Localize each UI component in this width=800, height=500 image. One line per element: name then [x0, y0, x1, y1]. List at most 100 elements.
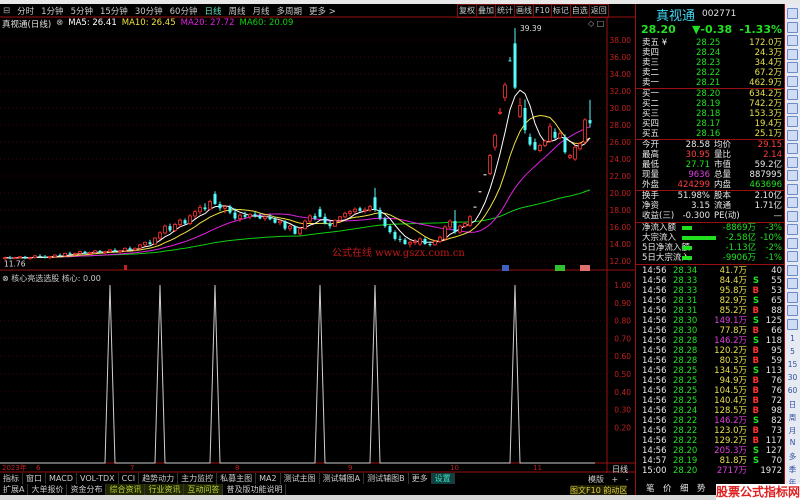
- indicator-settings-icon[interactable]: ⊗: [2, 274, 9, 283]
- toolbar-icon[interactable]: [787, 102, 798, 114]
- info-tab[interactable]: 互动问答: [184, 484, 224, 495]
- period-tab[interactable]: 5分钟: [70, 7, 93, 17]
- period-tab[interactable]: 1分钟: [41, 7, 64, 17]
- info-tab[interactable]: 资金分布: [67, 484, 107, 495]
- sidebar-period[interactable]: 15: [787, 360, 798, 369]
- toolbar-icon[interactable]: [787, 62, 798, 73]
- zoom-in-button[interactable]: +: [611, 475, 619, 484]
- toolbar-icon[interactable]: [787, 89, 798, 100]
- toolbar-icon[interactable]: [787, 264, 798, 276]
- date-tick: 8: [235, 464, 239, 472]
- toolbar-icon[interactable]: [787, 156, 798, 168]
- level-price: 28.19: [696, 99, 721, 109]
- toolbar-icon[interactable]: [787, 170, 798, 181]
- indicator-tab[interactable]: VOL-TDX: [77, 473, 119, 484]
- candle: [343, 212, 347, 218]
- sidebar-period[interactable]: 季: [788, 465, 797, 474]
- trade-count: 127: [765, 446, 782, 456]
- toolbar-icon[interactable]: [787, 143, 798, 154]
- toolbar-icon[interactable]: [787, 278, 798, 289]
- menu-icon[interactable]: ⊟: [3, 6, 11, 16]
- toolbar-icon[interactable]: [787, 210, 798, 222]
- candle: [153, 237, 157, 245]
- indicator-tab[interactable]: 设置: [431, 473, 455, 484]
- detail-tab[interactable]: 价: [663, 484, 672, 494]
- toolbar-icon[interactable]: [787, 318, 798, 330]
- sidebar-period[interactable]: 多: [788, 452, 797, 461]
- trade-time: 14:56: [642, 406, 667, 416]
- indicator-tab[interactable]: MA2: [256, 473, 281, 484]
- sell-flag: S: [752, 296, 759, 306]
- kline-chart[interactable]: 38.00 36.00 34.00 32.00 30.00 28.00 26.00 24.00…: [0, 0, 635, 473]
- sidebar-period[interactable]: 年: [788, 478, 797, 487]
- candle: [83, 251, 87, 254]
- indicator-tab[interactable]: 测试主图: [281, 473, 320, 484]
- restore-icon[interactable]: ◇: [588, 19, 595, 28]
- sidebar-period[interactable]: 周: [788, 413, 797, 422]
- template-button[interactable]: 模版 + -: [588, 474, 629, 485]
- detail-tab[interactable]: 细: [680, 484, 689, 494]
- detail-tab[interactable]: 笔: [646, 484, 655, 494]
- toolbar-icon[interactable]: [787, 48, 798, 60]
- candle: [168, 226, 172, 231]
- indicator-tab[interactable]: 窗口: [23, 473, 46, 484]
- maximize-icon[interactable]: □: [596, 19, 605, 28]
- period-tab[interactable]: 更多 >: [309, 7, 336, 17]
- toolbar-icon[interactable]: [787, 21, 798, 33]
- candle: [38, 255, 42, 257]
- info-tab[interactable]: 普及版功能说明: [223, 484, 287, 495]
- buy-flag: B: [752, 386, 759, 396]
- toolbar-icon[interactable]: [787, 116, 798, 127]
- toolbar-icon[interactable]: [787, 129, 798, 141]
- toolbar-icon[interactable]: [787, 35, 798, 46]
- indicator-tab[interactable]: 指标: [0, 473, 23, 484]
- toolbar-icon[interactable]: [787, 291, 798, 303]
- toolbar-icon[interactable]: [787, 197, 798, 208]
- price-tick: 20.00: [610, 189, 632, 198]
- period-tab[interactable]: 多周期: [276, 7, 303, 17]
- sidebar-period[interactable]: 5: [790, 347, 795, 356]
- period-tab[interactable]: 周线: [228, 7, 246, 17]
- sidebar-period[interactable]: N: [789, 438, 796, 447]
- trade-price: 28.20: [673, 446, 698, 456]
- toolbar-icon[interactable]: [787, 75, 798, 87]
- toolbar-icon[interactable]: [787, 224, 798, 235]
- period-tab[interactable]: 月线: [252, 7, 270, 17]
- period-tab[interactable]: 30分钟: [134, 7, 163, 17]
- indicator-tab[interactable]: CCI: [119, 473, 140, 484]
- info-tab[interactable]: 大单报价: [28, 484, 68, 495]
- indicator-tab[interactable]: 测试辅图B: [364, 473, 409, 484]
- divider: [636, 264, 786, 265]
- indicator-tick: 0.30: [614, 406, 631, 415]
- info-tab[interactable]: 综合资讯: [106, 484, 146, 495]
- period-tab[interactable]: 分时: [17, 7, 35, 17]
- indicator-tab[interactable]: 趋势动力: [139, 473, 179, 484]
- zoom-out-button[interactable]: -: [625, 475, 629, 484]
- info-tab[interactable]: 行业资讯: [145, 484, 185, 495]
- settings-icon[interactable]: ⊗: [56, 18, 64, 28]
- toolbar-icon[interactable]: [787, 8, 798, 19]
- sidebar-period[interactable]: 月: [788, 426, 797, 435]
- f10-link[interactable]: 图文F10 韵动区: [570, 485, 628, 496]
- sidebar-period[interactable]: 1: [790, 334, 795, 343]
- toolbar-icon[interactable]: [787, 237, 798, 249]
- ask-row: 卖四 28.24 24.3万: [640, 48, 784, 58]
- period-tab[interactable]: 日线: [204, 7, 222, 17]
- toolbar-icon[interactable]: [787, 183, 798, 195]
- sidebar-period[interactable]: 日: [788, 400, 797, 409]
- period-tab[interactable]: 15分钟: [99, 7, 128, 17]
- indicator-tab[interactable]: 测试辅图A: [320, 473, 365, 484]
- detail-tab[interactable]: 势: [697, 484, 706, 494]
- window-top-strip: [0, 0, 800, 4]
- indicator-tab[interactable]: MACD: [46, 473, 77, 484]
- candle: [193, 211, 197, 217]
- indicator-tab[interactable]: 更多: [409, 473, 432, 484]
- indicator-tab[interactable]: 私募主图: [217, 473, 257, 484]
- period-tab[interactable]: 60分钟: [169, 7, 198, 17]
- info-tab[interactable]: 扩展A: [0, 484, 29, 495]
- sidebar-period[interactable]: 30: [787, 373, 798, 382]
- indicator-tab[interactable]: 主力监控: [178, 473, 218, 484]
- sidebar-period[interactable]: 60: [787, 386, 798, 395]
- toolbar-icon[interactable]: [787, 305, 798, 316]
- toolbar-icon[interactable]: [787, 251, 798, 262]
